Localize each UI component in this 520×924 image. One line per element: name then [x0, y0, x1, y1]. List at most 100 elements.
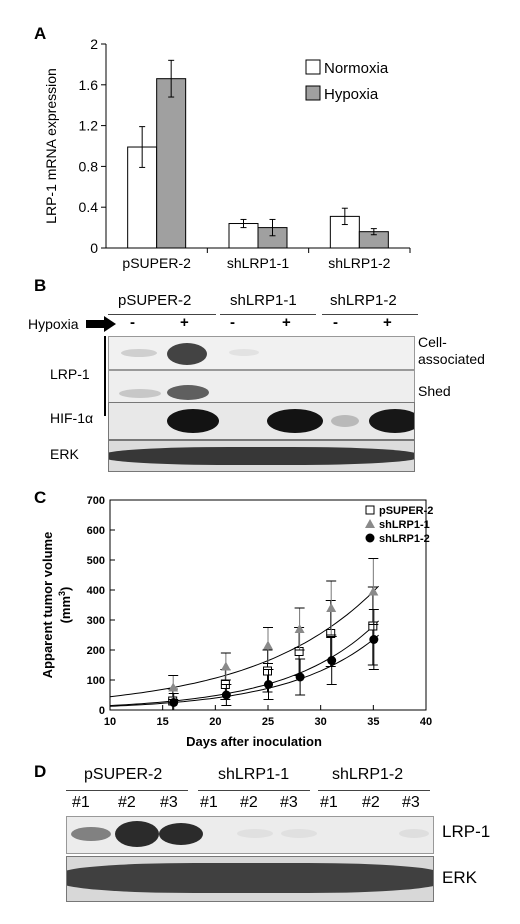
sign-minus: - — [230, 314, 235, 331]
bar — [156, 78, 187, 249]
y-tick-label: 0.4 — [79, 199, 99, 215]
group-label-shlrp1-2-d: shLRP1-2 — [332, 766, 404, 783]
sign-plus: + — [282, 314, 291, 331]
legend-label: pSUPER-2 — [379, 505, 433, 517]
group-label-shlrp1-2: shLRP1-2 — [330, 292, 397, 309]
lrp1-label-d: LRP-1 — [442, 822, 491, 841]
data-point — [326, 603, 337, 612]
group-underline — [220, 314, 316, 315]
x-tick-label: 15 — [157, 716, 169, 728]
y-tick-label: 600 — [87, 525, 105, 537]
y-tick-label: 2 — [90, 36, 98, 52]
legend-marker — [365, 533, 375, 543]
panel-letter-a: A — [34, 24, 47, 43]
sign-minus: - — [333, 314, 338, 331]
erk-label-d: ERK — [442, 868, 477, 887]
data-point — [369, 635, 379, 644]
legend-swatch — [305, 85, 321, 101]
y-axis-label: LRP-1 mRNA expression — [43, 68, 59, 224]
panel-letter-c: C — [34, 488, 47, 507]
data-point — [264, 680, 273, 689]
group-underline — [66, 790, 188, 791]
legend-label: shLRP1-2 — [379, 533, 430, 545]
group-underline — [198, 790, 310, 791]
blot-lrp1-d — [66, 816, 434, 854]
fit-curve — [109, 634, 379, 707]
x-tick-label: 10 — [104, 716, 116, 728]
erk-label-b: ERK — [50, 446, 79, 462]
panel-letter-d: D — [34, 762, 47, 781]
group-underline — [322, 314, 418, 315]
x-tick-label: shLRP1-1 — [227, 255, 289, 271]
data-point — [368, 586, 379, 596]
bar-chart-a: 0 0.4 0.8 1.2 1.6 2 LRP-1 mRNA expression pSUPE… — [43, 36, 411, 271]
fit-curve — [109, 585, 379, 698]
blot-lrp1-cell — [108, 336, 415, 370]
cell-associated-label-1: Cell- — [418, 334, 447, 350]
blot-erk-b — [108, 440, 415, 472]
y-tick-label: 1.6 — [79, 77, 99, 93]
legend-marker — [365, 505, 375, 515]
cell-associated-label-2: associated — [418, 351, 485, 367]
x-tick-label: 25 — [262, 716, 274, 728]
legend-label: Hypoxia — [324, 86, 379, 103]
x-tick-label: 40 — [420, 716, 432, 728]
y-axis-label: Apparent tumor volume — [40, 532, 55, 679]
data-point — [294, 624, 305, 633]
y-tick-label: 100 — [87, 675, 105, 687]
fit-curve — [109, 620, 379, 707]
lrp1-bracket — [104, 336, 106, 416]
lane-label: #2 — [240, 794, 258, 811]
lane-label: #1 — [320, 794, 338, 811]
x-tick-label: 20 — [209, 716, 221, 728]
legend-label: shLRP1-1 — [379, 519, 430, 531]
lane-label: #1 — [200, 794, 218, 811]
sign-plus: + — [383, 314, 392, 331]
y-tick-label: 500 — [87, 555, 105, 567]
data-point — [220, 661, 231, 671]
blot-hif1a — [108, 402, 415, 440]
lane-label: #1 — [72, 794, 90, 811]
lane-label: #3 — [402, 794, 420, 811]
group-label-shlrp1-1: shLRP1-1 — [230, 292, 297, 309]
sign-plus: + — [180, 314, 189, 331]
x-axis-label: Days after inoculation — [186, 734, 322, 749]
y-tick-label: 700 — [87, 495, 105, 507]
group-underline — [108, 314, 216, 315]
lane-label: #3 — [280, 794, 298, 811]
hif1a-label: HIF-1α — [50, 410, 94, 426]
y-tick-label: 300 — [87, 615, 105, 627]
line-chart-c: 0 100 200 300 400 500 600 700 10 15 20 25 30 35 40 Days… — [40, 495, 433, 749]
y-tick-label: 0 — [90, 240, 98, 256]
y-tick-label: 400 — [87, 585, 105, 597]
data-point — [169, 698, 179, 707]
group-label-psuper2-d: pSUPER-2 — [84, 766, 163, 783]
x-tick-label: 35 — [367, 716, 379, 728]
x-tick-label: shLRP1-2 — [328, 255, 390, 271]
blot-erk-d — [66, 856, 434, 902]
arrow-right-icon — [86, 316, 116, 332]
legend-swatch — [305, 59, 321, 75]
sign-minus: - — [130, 314, 135, 331]
x-tick-label: pSUPER-2 — [122, 255, 191, 271]
y-tick-label: 1.2 — [79, 118, 99, 134]
y-tick-label: 200 — [87, 645, 105, 657]
legend-label: Normoxia — [324, 60, 389, 77]
group-underline — [318, 790, 430, 791]
lrp1-label: LRP-1 — [50, 366, 90, 382]
hypoxia-label: Hypoxia — [28, 316, 79, 332]
x-tick-label: 30 — [315, 716, 327, 728]
lane-label: #2 — [362, 794, 380, 811]
group-label-shlrp1-1-d: shLRP1-1 — [218, 766, 290, 783]
legend-marker — [365, 519, 375, 528]
data-point — [327, 656, 337, 665]
data-point — [168, 682, 179, 692]
y-tick-label: 0 — [99, 705, 105, 717]
shed-label: Shed — [418, 383, 451, 399]
data-point — [221, 690, 231, 700]
data-point — [263, 640, 273, 650]
y-axis-unit: (mm3) — [57, 587, 73, 624]
data-point — [263, 666, 272, 676]
group-label-psuper2: pSUPER-2 — [118, 292, 192, 309]
lane-label: #3 — [160, 794, 178, 811]
